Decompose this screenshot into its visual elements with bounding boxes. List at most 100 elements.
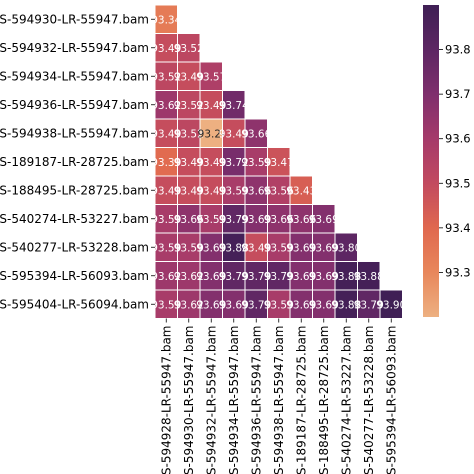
colorbar-tick-label: 93.7 [445,87,471,101]
cell-value-label: 93.59 [151,214,181,226]
column-label: AS-188495-LR-28725.bam [317,326,331,474]
cell-value-label: 93.69 [196,242,226,254]
cell-value-label: 93.74 [219,100,249,112]
colorbar-tick-label: 93.8 [445,43,471,57]
cell-value-label: 93.56 [264,185,294,197]
column-label: AS-594928-LR-55947.bam [159,326,173,474]
row-label: AS-188495-LR-28725.bam [0,183,149,197]
cell-value-label: 93.88 [331,271,361,283]
cell-value-label: 93.49 [151,128,181,140]
cell-value-label: 93.52 [174,43,204,55]
cell-value-label: 93.69 [309,242,339,254]
cell-value-label: 93.69 [196,299,226,311]
column-label: AS-540277-LR-53228.bam [362,326,376,474]
row-label: AS-594930-LR-55947.bam [0,12,149,26]
cell-value-label: 93.49 [174,157,204,169]
colorbar-tick-label: 93.5 [445,176,471,190]
cell-value-label: 93.57 [196,71,226,83]
cell-value-label: 93.62 [174,271,204,283]
cell-value-label: 93.79 [241,299,271,311]
cell-value-label: 93.66 [264,214,294,226]
cell-value-label: 93.49 [196,157,226,169]
cell-value-label: 93.49 [196,185,226,197]
cell-value-label: 93.49 [174,185,204,197]
cell-value-label: 93.59 [151,242,181,254]
column-label: AS-540274-LR-53227.bam [339,326,353,474]
column-label: AS-594932-LR-55947.bam [204,326,218,474]
cell-value-label: 93.79 [241,271,271,283]
cell-value-label: 93.34 [151,14,181,26]
cell-value-label: 93.69 [286,242,316,254]
colorbar-tick-label: 93.6 [445,132,471,146]
row-label: AS-594934-LR-55947.bam [0,69,149,83]
cell-value-label: 93.69 [309,271,339,283]
cell-value-label: 93.69 [219,299,249,311]
cell-value-label: 93.49 [241,242,271,254]
cell-value-label: 93.88 [331,299,361,311]
cell-value-label: 93.49 [151,43,181,55]
row-labels: AS-594930-LR-55947.bam AS-594932-LR-55947… [0,12,155,311]
cell-value-label: 93.52 [174,128,204,140]
cell-value-label: 93.66 [241,128,271,140]
row-label: AS-540277-LR-53228.bam [0,240,149,254]
cell-value-label: 93.79 [264,271,294,283]
cell-value-label: 93.49 [174,71,204,83]
cell-value-label: 93.59 [241,157,271,169]
cell-value-label: 93.49 [219,128,249,140]
column-label: AS-594936-LR-55947.bam [249,326,263,474]
cell-value-label: 93.72 [219,157,249,169]
cell-value-label: 93.43 [286,185,316,197]
colorbar-ticks: 93.3 93.4 93.5 93.6 93.7 93.8 [439,43,471,279]
cell-value-label: 93.2- [198,128,225,140]
cell-value-label: 93.69 [241,214,271,226]
cell-value-label: 93.49 [196,100,226,112]
cell-value-label: 93.66 [174,214,204,226]
row-label: AS-595394-LR-56093.bam [0,269,149,283]
column-labels: AS-594928-LR-55947.bam AS-594930-LR-55947… [159,318,398,474]
cell-value-label: 93.52 [174,100,204,112]
cell-value-label: 93.59 [151,299,181,311]
column-label: AS-189187-LR-28725.bam [294,326,308,474]
cell-value-label: 93.59 [264,299,294,311]
cell-value-label: 93.49 [151,185,181,197]
cell-value-label: 93.88 [219,242,249,254]
cell-value-label: 93.69 [286,271,316,283]
column-label: AS-595394-LR-56093.bam [384,326,398,474]
cell-value-label: 93.90 [376,299,406,311]
cell-value-label: 93.62 [174,299,204,311]
cell-value-label: 93.59 [196,214,226,226]
cell-value-label: 93.62 [151,271,181,283]
cell-value-label: 93.66 [241,185,271,197]
column-label: AS-594938-LR-55947.bam [272,326,286,474]
row-label: AS-594932-LR-55947.bam [0,41,149,55]
cell-value-label: 93.62 [151,100,181,112]
cell-value-label: 93.69 [309,299,339,311]
colorbar: 93.3 93.4 93.5 93.6 93.7 93.8 [423,5,471,317]
cell-value-label: 93.69 [309,214,339,226]
cell-value-label: 93.88 [354,271,384,283]
cell-value-label: 93.79 [354,299,384,311]
cell-value-label: 93.52 [151,71,181,83]
heatmap-cell-labels: 93.3493.4993.5293.5293.4993.5793.6293.52… [151,14,406,311]
cell-value-label: 93.59 [219,185,249,197]
row-label: AS-540274-LR-53227.bam [0,212,149,226]
row-label: AS-595404-LR-56094.bam [0,297,149,311]
heatmap-cells [154,4,403,319]
colorbar-tick-label: 93.3 [445,265,471,279]
cell-value-label: 93.59 [264,242,294,254]
cell-value-label: 93.69 [286,299,316,311]
colorbar-tick-label: 93.4 [445,221,471,235]
cell-value-label: 93.47 [264,157,294,169]
cell-value-label: 93.59 [174,242,204,254]
cell-value-label: 93.66 [286,214,316,226]
cell-value-label: 93.79 [219,214,249,226]
column-label: AS-594930-LR-55947.bam [182,326,196,474]
cell-value-label: 93.39 [151,157,181,169]
colorbar-gradient [423,5,439,317]
cell-value-label: 93.79 [219,271,249,283]
row-label: AS-594938-LR-55947.bam [0,126,149,140]
row-label: AS-189187-LR-28725.bam [0,155,149,169]
row-label: AS-594936-LR-55947.bam [0,98,149,112]
cell-value-label: 93.69 [196,271,226,283]
